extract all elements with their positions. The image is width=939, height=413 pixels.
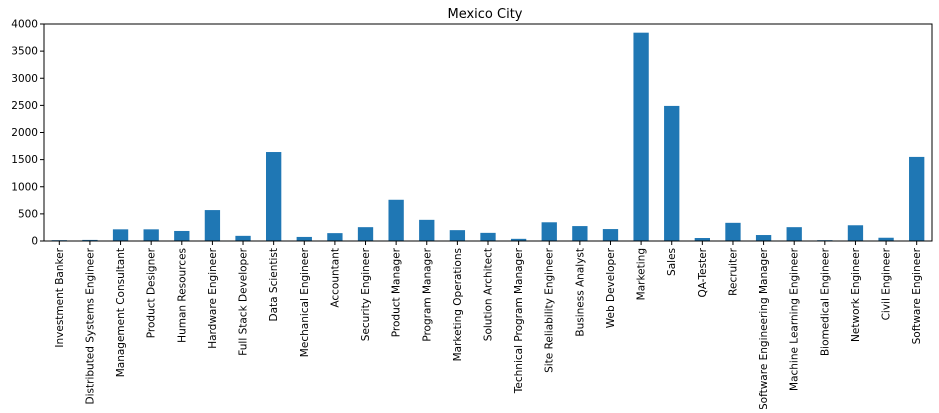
bar (572, 226, 588, 241)
bar (786, 227, 802, 241)
x-tick-label: Management Consultant (115, 248, 127, 377)
x-tick-label: Biomedical Engineer (819, 247, 831, 356)
y-tick-label: 2500 (11, 100, 38, 112)
bar (388, 199, 404, 241)
x-tick-label: Technical Program Manager (513, 247, 525, 394)
bars (51, 32, 925, 242)
y-tick-label: 500 (18, 208, 38, 220)
bar (480, 232, 496, 241)
bar (602, 229, 619, 241)
x-tick-label: Web Developer (605, 247, 617, 328)
bar (235, 235, 251, 241)
x-tick-label: Solution Architect (483, 248, 495, 341)
bar (664, 105, 680, 241)
bar (419, 219, 435, 241)
bar (878, 237, 894, 241)
bar (112, 229, 129, 241)
bar (82, 239, 98, 241)
x-tick-label: Marketing (636, 248, 648, 300)
bar (449, 230, 466, 241)
bar (266, 152, 282, 241)
bar (204, 210, 221, 241)
x-tick-label: Product Designer (146, 247, 158, 338)
bar (174, 230, 190, 241)
bar (296, 236, 312, 241)
bar (847, 225, 864, 241)
x-tick-label: Hardware Engineer (207, 247, 219, 348)
x-tick-label: Software Engineer (911, 247, 923, 344)
bar (633, 32, 649, 242)
x-tick-label: Program Manager (421, 247, 433, 341)
x-tick-label: Human Resources (176, 248, 188, 343)
x-tick-label: Distributed Systems Engineer (84, 247, 96, 404)
x-tick-label: Site Reliability Engineer (544, 247, 556, 373)
x-tick-label: Data Scientist (268, 248, 280, 322)
bar (725, 222, 741, 241)
x-tick-label: Machine Learning Engineer (789, 247, 801, 391)
bar (327, 233, 343, 241)
bar (541, 222, 557, 241)
bar (755, 235, 772, 241)
x-tick-label: Accountant (329, 248, 341, 308)
x-tick-label: Recruiter (727, 247, 739, 296)
chart-title: Mexico City (447, 7, 522, 22)
bar (694, 238, 710, 241)
plot-frame (43, 23, 933, 242)
y-tick-label: 0 (31, 236, 38, 248)
x-tick-label: Network Engineer (850, 247, 862, 342)
y-tick-label: 3500 (11, 46, 38, 58)
x-tick-label: Investment Banker (54, 247, 66, 347)
y-axis: 0 500 1000 1500 2000 2500 3000 3500 4000 (11, 19, 44, 248)
y-tick-label: 1000 (11, 181, 38, 193)
x-tick-label: Civil Engineer (881, 247, 893, 320)
x-tick-label: Marketing Operations (452, 248, 464, 361)
x-tick-label: Full Stack Developer (238, 247, 250, 355)
x-tick-label: Software Engineering Manager (758, 247, 770, 409)
x-tick-label: Mechanical Engineer (299, 247, 311, 357)
y-tick-label: 4000 (11, 19, 38, 31)
x-tick-label: Product Manager (391, 247, 403, 337)
bar (357, 227, 374, 241)
bar (510, 238, 527, 241)
x-tick-label: Business Analyst (574, 248, 586, 337)
y-tick-label: 3000 (11, 73, 38, 85)
bar (909, 156, 925, 241)
x-axis: Investment Banker Distributed Systems Eng… (54, 241, 923, 410)
y-tick-label: 2000 (11, 127, 38, 139)
y-tick-label: 1500 (11, 154, 38, 166)
x-tick-label: Security Engineer (360, 247, 372, 341)
bar (143, 229, 159, 241)
x-tick-label: Sales (666, 248, 678, 276)
x-tick-label: QA-Tester (697, 247, 709, 297)
